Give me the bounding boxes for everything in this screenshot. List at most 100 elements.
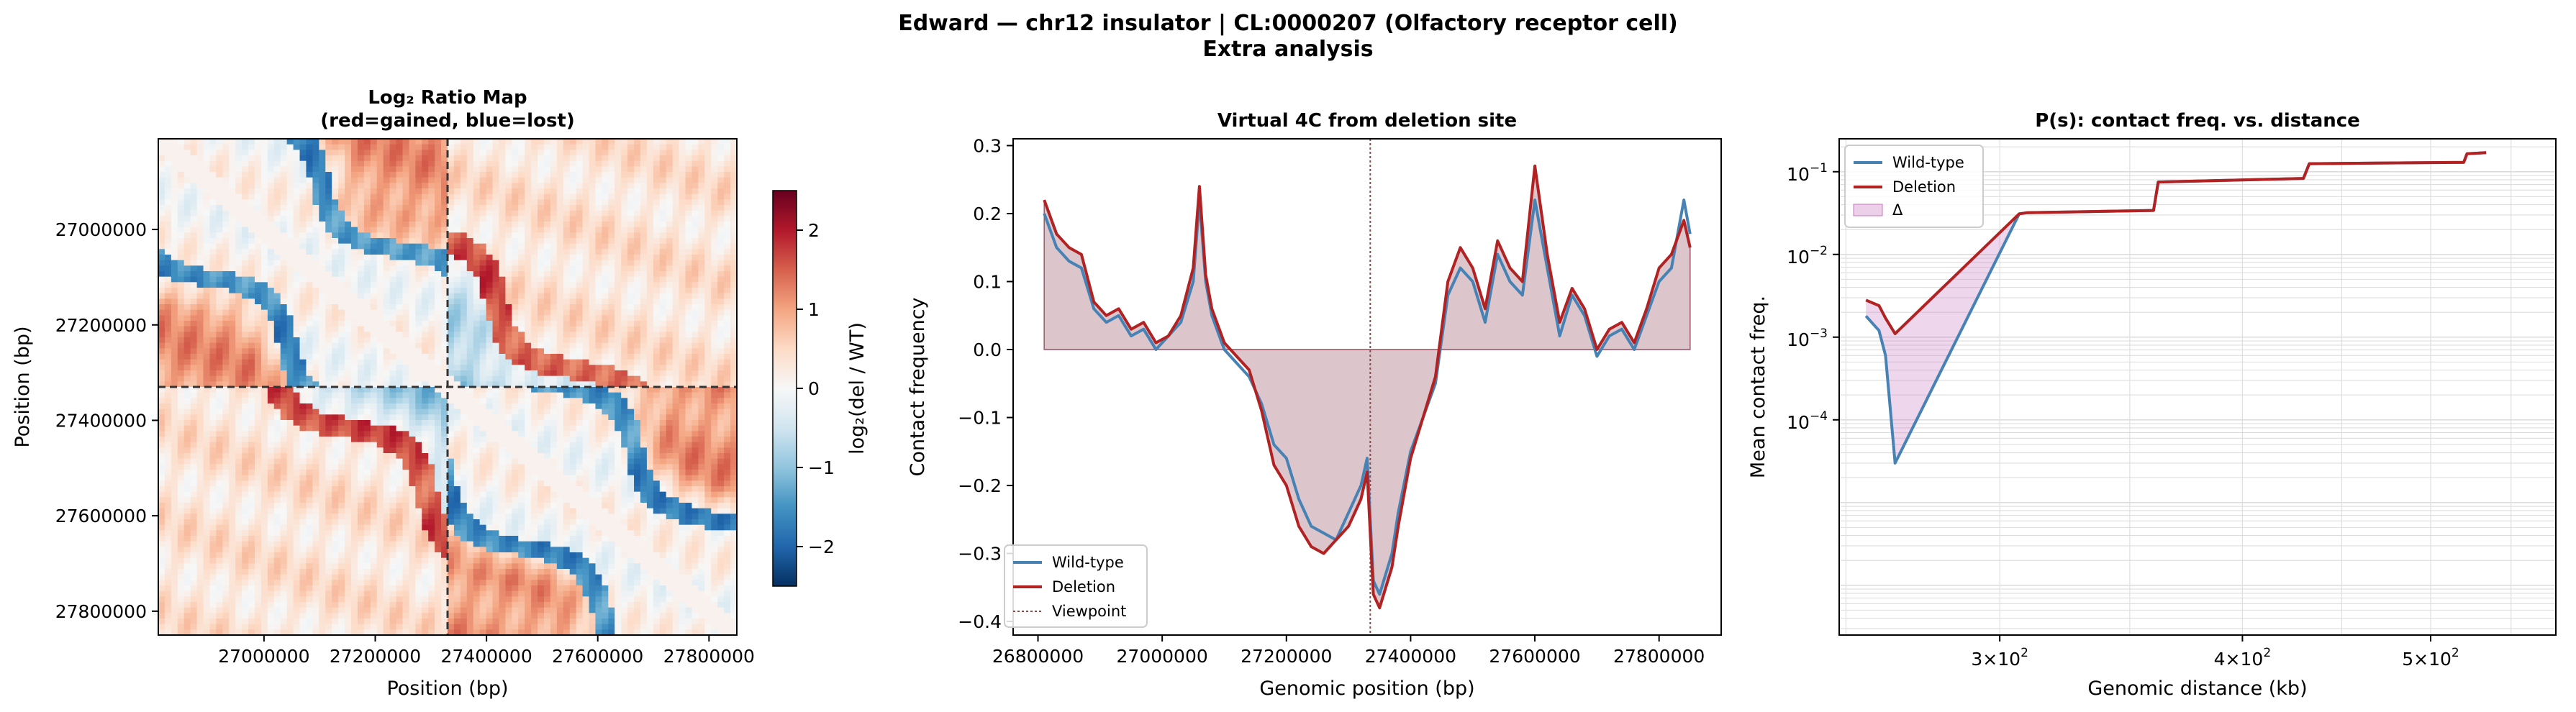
heatmap-cell xyxy=(466,403,474,410)
heatmap-cell xyxy=(370,298,378,305)
heatmap-cell xyxy=(293,552,301,559)
heatmap-cell xyxy=(396,574,404,580)
heatmap-cell xyxy=(345,409,352,415)
heatmap-cell xyxy=(389,569,397,575)
heatmap-cell xyxy=(479,547,487,553)
heatmap-cell xyxy=(479,188,487,195)
heatmap-cell xyxy=(280,216,288,222)
heatmap-cell xyxy=(325,193,332,200)
heatmap-cell xyxy=(209,304,217,311)
heatmap-cell xyxy=(248,497,255,503)
heatmap-cell xyxy=(422,375,429,382)
heatmap-cell xyxy=(248,359,255,365)
heatmap-cell xyxy=(345,442,352,448)
heatmap-cell xyxy=(492,480,500,487)
heatmap-cell xyxy=(203,177,211,183)
heatmap-cell xyxy=(280,166,288,173)
heatmap-cell xyxy=(196,276,204,283)
heatmap-cell xyxy=(512,183,519,189)
heatmap-cell xyxy=(209,514,217,520)
heatmap-cell xyxy=(338,205,345,211)
heatmap-cell xyxy=(235,265,242,272)
heatmap-cell xyxy=(196,519,204,526)
heatmap-cell xyxy=(479,150,487,156)
heatmap-cell xyxy=(267,585,275,592)
heatmap-cell xyxy=(203,574,211,580)
heatmap-cell xyxy=(409,375,416,382)
heatmap-cell xyxy=(280,602,288,608)
heatmap-cell xyxy=(216,342,223,349)
heatmap-cell xyxy=(332,255,339,261)
heatmap-cell xyxy=(492,574,500,580)
heatmap-cell xyxy=(177,431,185,437)
heatmap-cell xyxy=(229,619,236,625)
heatmap-cell xyxy=(293,365,301,371)
heatmap-cell xyxy=(319,298,326,305)
heatmap-cell xyxy=(158,304,165,311)
heatmap-cell xyxy=(299,425,307,432)
heatmap-cell xyxy=(473,222,481,228)
heatmap-cell xyxy=(325,607,332,613)
heatmap-cell xyxy=(460,619,468,625)
heatmap-cell xyxy=(499,238,506,245)
heatmap-cell xyxy=(190,392,198,398)
heatmap-cell xyxy=(164,470,172,476)
heatmap-cell xyxy=(370,536,378,542)
heatmap-cell xyxy=(203,552,211,559)
heatmap-cell xyxy=(229,348,236,355)
heatmap-cell xyxy=(499,172,506,178)
heatmap-cell xyxy=(486,288,494,294)
heatmap-cell xyxy=(267,271,275,278)
heatmap-cell xyxy=(280,332,288,338)
heatmap-cell xyxy=(363,166,371,173)
heatmap-cell xyxy=(338,508,345,514)
heatmap-cell xyxy=(448,260,455,266)
heatmap-cell xyxy=(389,199,397,206)
heatmap-cell xyxy=(338,392,345,398)
heatmap-cell xyxy=(363,524,371,531)
heatmap-cell xyxy=(499,431,506,437)
heatmap-cell xyxy=(363,398,371,404)
heatmap-cell xyxy=(183,315,191,321)
heatmap-cell xyxy=(492,491,500,498)
heatmap-cell xyxy=(492,431,500,437)
heatmap-cell xyxy=(216,188,223,195)
heatmap-cell xyxy=(357,381,365,388)
heatmap-cell xyxy=(229,342,236,349)
heatmap-cell xyxy=(203,298,211,305)
heatmap-cell xyxy=(299,315,307,321)
heatmap-cell xyxy=(486,425,494,432)
heatmap-cell xyxy=(376,172,384,178)
heatmap-cell xyxy=(370,276,378,283)
heatmap-cell xyxy=(273,282,281,288)
heatmap-cell xyxy=(415,470,422,476)
heatmap-cell xyxy=(389,458,397,465)
heatmap-cell xyxy=(216,613,223,619)
heatmap-cell xyxy=(357,188,365,195)
heatmap-cell xyxy=(196,183,204,189)
heatmap-cell xyxy=(319,222,326,228)
heatmap-cell xyxy=(473,139,481,145)
heatmap-cell xyxy=(357,375,365,382)
heatmap-cell xyxy=(345,536,352,542)
heatmap-cell xyxy=(325,514,332,520)
heatmap-cell xyxy=(435,260,442,266)
heatmap-cell xyxy=(325,205,332,211)
heatmap-cell xyxy=(235,249,242,255)
heatmap-cell xyxy=(242,387,249,393)
heatmap-cell xyxy=(325,503,332,509)
heatmap-cell xyxy=(428,491,435,498)
heatmap-cell xyxy=(402,491,409,498)
heatmap-cell xyxy=(376,387,384,393)
heatmap-cell xyxy=(242,569,249,575)
heatmap-cell xyxy=(332,480,339,487)
heatmap-cell xyxy=(383,585,391,592)
heatmap-cell xyxy=(183,590,191,597)
heatmap-cell xyxy=(164,298,172,305)
heatmap-cell xyxy=(190,536,198,542)
heatmap-cell xyxy=(453,276,461,283)
heatmap-cell xyxy=(345,293,352,299)
heatmap-cell xyxy=(280,298,288,305)
heatmap-cell xyxy=(453,227,461,233)
heatmap-cell xyxy=(351,227,358,233)
